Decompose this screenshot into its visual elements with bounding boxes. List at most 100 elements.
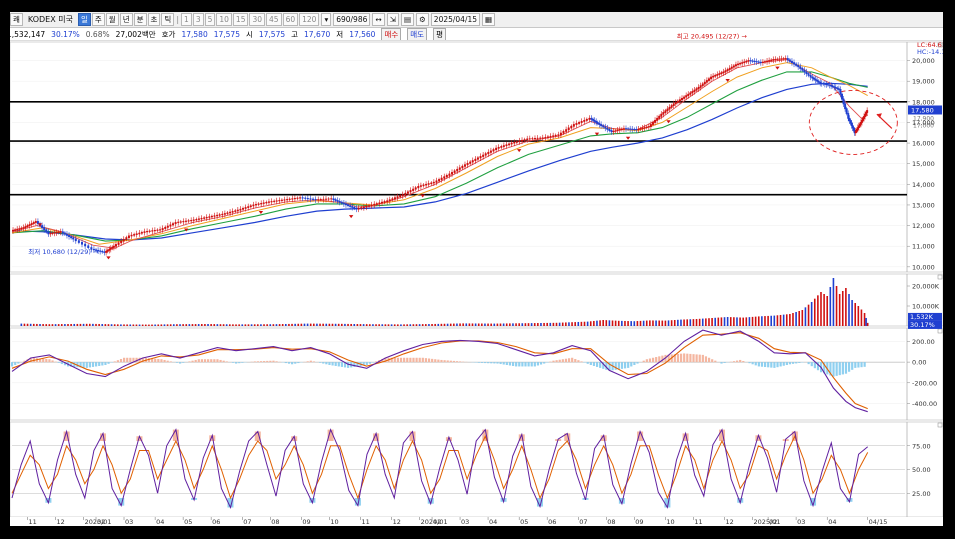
price-candle: [864, 114, 867, 117]
price-candle: [703, 81, 706, 85]
period-button-6[interactable]: 틱: [161, 13, 175, 26]
range-field[interactable]: 690/986: [333, 13, 371, 26]
volume-bar: [705, 318, 707, 326]
volume-bar: [166, 324, 169, 326]
price-candle: [265, 201, 268, 204]
macd-histogram-bar: [200, 359, 204, 363]
volume-bar: [138, 324, 141, 326]
macd-histogram-bar: [297, 362, 300, 364]
interval-button-120[interactable]: 120: [299, 13, 320, 26]
volume-bar: [829, 287, 832, 326]
volume-bar: [406, 324, 408, 326]
price-candle: [291, 198, 294, 200]
price-candle: [469, 161, 472, 164]
price-candle: [242, 207, 245, 210]
volume-bar: [123, 324, 125, 326]
calendar-icon[interactable]: ▦: [482, 13, 496, 26]
macd-histogram-bar: [452, 360, 456, 363]
price-candle: [14, 229, 17, 231]
stochastic-overbought-fill: [600, 435, 607, 441]
price-candle: [847, 113, 850, 119]
interval-button-45[interactable]: 45: [266, 13, 282, 26]
save-icon[interactable]: ▤: [400, 13, 415, 26]
volume-bar: [116, 324, 119, 326]
macd-histogram-bar: [116, 360, 119, 363]
fit-icon[interactable]: ⇲: [386, 13, 399, 26]
macd-histogram-bar: [23, 360, 26, 363]
period-button-5[interactable]: 초: [147, 13, 161, 26]
volume-bar: [266, 324, 268, 326]
flat-button[interactable]: 평: [433, 28, 446, 40]
volume-bar: [92, 323, 94, 326]
volume-bar: [499, 323, 502, 326]
price-candle: [583, 119, 586, 122]
interval-button-5[interactable]: 5: [204, 13, 216, 26]
price-candle: [546, 136, 549, 138]
zoom-in-icon[interactable]: ↔: [372, 13, 385, 26]
pane-handle-price: [937, 42, 943, 48]
date-field[interactable]: 2025/04/15: [430, 13, 481, 26]
chart-type-button[interactable]: 쾌: [10, 13, 23, 26]
stochastic-overbought-fill: [172, 429, 179, 441]
period-button-0[interactable]: 일: [77, 13, 91, 26]
period-button-2[interactable]: 월: [105, 13, 119, 26]
macd-histogram-bar: [73, 362, 76, 367]
price-candle: [114, 244, 117, 247]
price-candle: [383, 201, 386, 203]
volume-bar: [235, 324, 237, 326]
macd-histogram-bar: [101, 362, 104, 366]
volume-bar: [272, 324, 275, 326]
macd-histogram-bar: [630, 362, 633, 367]
x-tick-label: 06: [212, 518, 220, 526]
stochastic-tick-label: 75.00: [912, 442, 931, 450]
interval-button-15[interactable]: 15: [232, 13, 249, 26]
price-candle: [687, 93, 690, 97]
price-candle: [822, 83, 825, 85]
interval-button-1[interactable]: 1: [181, 13, 192, 26]
volume-bar: [739, 317, 741, 326]
interval-button-60[interactable]: 60: [282, 13, 299, 26]
price-candle: [606, 127, 609, 130]
price-candle: [140, 232, 143, 234]
price-candle: [30, 223, 33, 225]
buy-button[interactable]: 매수: [381, 28, 402, 40]
period-button-3[interactable]: 년: [119, 13, 133, 26]
dropdown-icon[interactable]: ▾: [321, 13, 332, 26]
macd-histogram-bar: [552, 360, 555, 363]
volume-bar: [795, 312, 797, 326]
volume-bar: [64, 324, 66, 326]
price-candle: [221, 213, 224, 216]
interval-button-10[interactable]: 10: [216, 13, 232, 26]
volume-bar: [70, 323, 72, 326]
sell-button[interactable]: 매도: [407, 28, 428, 40]
price-candle: [627, 128, 630, 130]
macd-histogram-bar: [119, 358, 123, 363]
macd-histogram-bar: [798, 362, 801, 363]
volume-bar: [244, 324, 247, 326]
price-candle: [799, 66, 802, 69]
volume-bar: [832, 278, 835, 326]
price-candle: [809, 74, 812, 78]
price-candle: [664, 110, 667, 113]
macd-histogram-bar: [210, 359, 213, 363]
x-tick-label: 12: [393, 518, 401, 526]
x-tick-label: 08: [607, 518, 615, 526]
price-candle: [293, 198, 296, 200]
interval-button-30[interactable]: 30: [249, 13, 266, 26]
code-label[interactable]: KODEX 미국: [27, 15, 73, 24]
price-candle: [159, 229, 162, 231]
macd-histogram-bar: [661, 355, 664, 363]
volume-bar: [841, 291, 844, 326]
period-button-1[interactable]: 주: [91, 13, 105, 26]
price-candle: [200, 217, 203, 220]
macd-histogram-bar: [555, 360, 558, 363]
interval-button-3[interactable]: 3: [192, 13, 204, 26]
volume-tick-label: 10,000K: [912, 303, 940, 311]
period-button-4[interactable]: 분: [133, 13, 147, 26]
price-candle: [751, 60, 754, 62]
macd-histogram-bar: [129, 357, 132, 363]
macd-histogram-bar: [760, 362, 764, 367]
volume-bar: [807, 304, 810, 326]
gear-icon[interactable]: ⚙: [416, 13, 429, 26]
